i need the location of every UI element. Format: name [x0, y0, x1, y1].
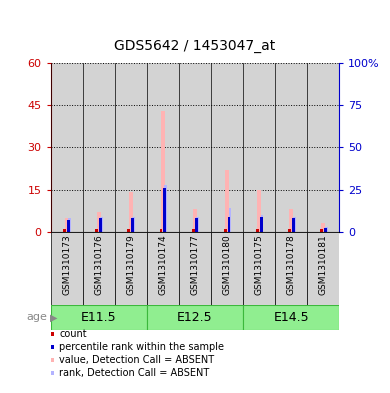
Text: GSM1310179: GSM1310179: [126, 234, 135, 295]
Text: rank, Detection Call = ABSENT: rank, Detection Call = ABSENT: [59, 368, 209, 378]
Text: count: count: [59, 329, 87, 339]
Bar: [211, 232, 243, 305]
Bar: [307, 63, 339, 232]
Bar: [115, 63, 147, 232]
Bar: [243, 232, 275, 305]
Text: E12.5: E12.5: [177, 311, 213, 324]
Bar: [193, 209, 197, 232]
Bar: [147, 63, 179, 232]
Bar: [161, 111, 165, 232]
Bar: [51, 63, 83, 232]
Bar: [325, 227, 328, 232]
Bar: [179, 232, 211, 305]
Bar: [83, 232, 115, 305]
Bar: [211, 63, 243, 232]
Bar: [243, 305, 339, 330]
Text: GDS5642 / 1453047_at: GDS5642 / 1453047_at: [114, 39, 276, 53]
Bar: [229, 208, 231, 232]
Bar: [147, 232, 179, 305]
Bar: [288, 229, 291, 232]
Bar: [195, 219, 199, 232]
Bar: [261, 215, 264, 232]
Bar: [163, 188, 166, 232]
Bar: [132, 217, 135, 232]
Bar: [68, 219, 71, 232]
Bar: [100, 217, 103, 232]
Bar: [97, 212, 101, 232]
Bar: [225, 170, 229, 232]
Bar: [307, 232, 339, 305]
Bar: [63, 229, 66, 232]
Bar: [197, 217, 199, 232]
Text: E11.5: E11.5: [81, 311, 117, 324]
Bar: [257, 189, 261, 232]
Text: percentile rank within the sample: percentile rank within the sample: [59, 342, 224, 352]
Bar: [227, 217, 230, 232]
Bar: [128, 229, 130, 232]
Bar: [191, 229, 195, 232]
Bar: [83, 63, 115, 232]
Bar: [275, 232, 307, 305]
Bar: [289, 209, 293, 232]
Bar: [147, 305, 243, 330]
Bar: [160, 229, 163, 232]
Bar: [321, 223, 325, 232]
Bar: [51, 232, 83, 305]
Text: value, Detection Call = ABSENT: value, Detection Call = ABSENT: [59, 355, 214, 365]
Bar: [99, 219, 102, 232]
Bar: [67, 220, 70, 232]
Text: E14.5: E14.5: [273, 311, 309, 324]
Text: age: age: [26, 312, 47, 322]
Text: GSM1310175: GSM1310175: [255, 234, 264, 295]
Bar: [275, 63, 307, 232]
Bar: [320, 229, 323, 232]
Bar: [224, 229, 227, 232]
Bar: [324, 228, 327, 232]
Bar: [179, 63, 211, 232]
Bar: [260, 217, 262, 232]
Text: ▶: ▶: [50, 312, 58, 322]
Text: GSM1310180: GSM1310180: [223, 234, 232, 295]
Bar: [164, 185, 167, 232]
Bar: [243, 63, 275, 232]
Text: GSM1310174: GSM1310174: [158, 234, 167, 295]
Text: GSM1310176: GSM1310176: [94, 234, 103, 295]
Bar: [292, 219, 294, 232]
Text: GSM1310181: GSM1310181: [319, 234, 328, 295]
Bar: [65, 218, 69, 232]
Bar: [131, 219, 134, 232]
Bar: [129, 193, 133, 232]
Text: GSM1310173: GSM1310173: [62, 234, 71, 295]
Bar: [96, 229, 98, 232]
Bar: [115, 232, 147, 305]
Text: GSM1310177: GSM1310177: [190, 234, 200, 295]
Bar: [256, 229, 259, 232]
Bar: [51, 305, 147, 330]
Bar: [292, 217, 296, 232]
Text: GSM1310178: GSM1310178: [287, 234, 296, 295]
